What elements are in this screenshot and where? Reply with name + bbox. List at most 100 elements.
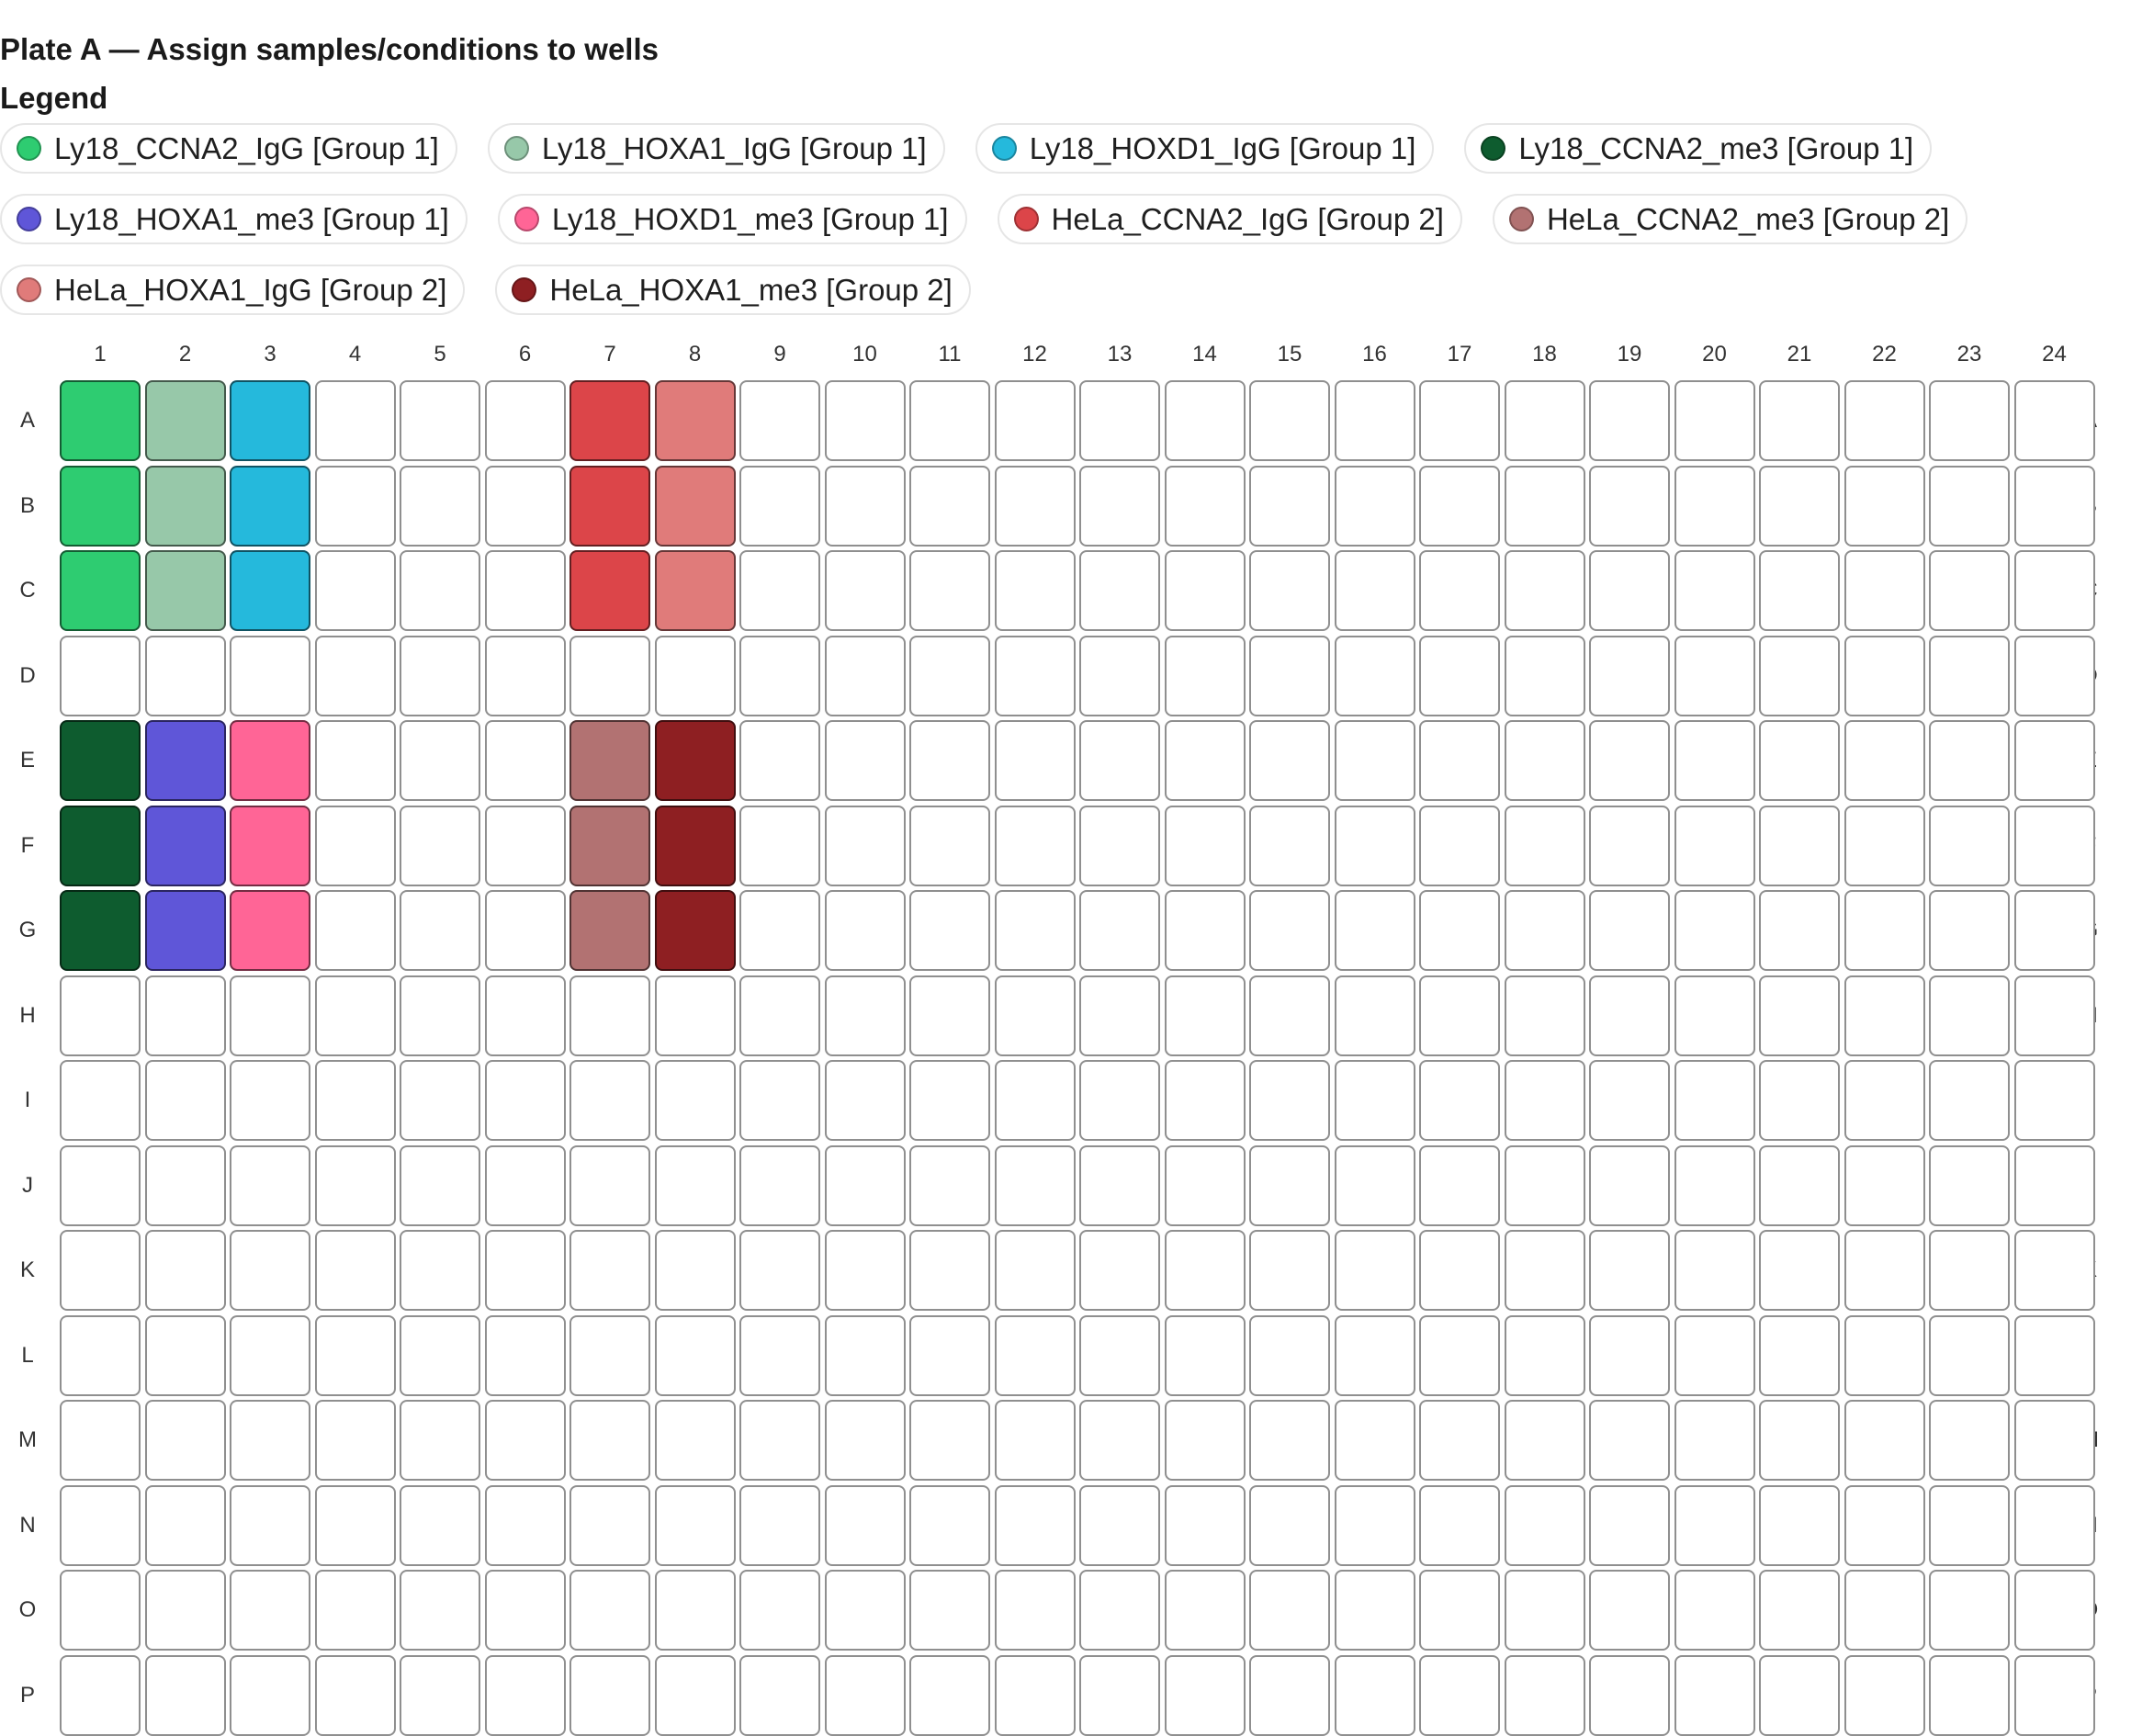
well-P20[interactable] (1674, 1654, 1755, 1736)
well-L7[interactable] (569, 1314, 650, 1396)
well-F14[interactable] (1164, 805, 1246, 886)
well-A5[interactable] (400, 380, 480, 461)
well-K13[interactable] (1079, 1230, 1160, 1311)
well-M21[interactable] (1759, 1400, 1840, 1481)
well-N16[interactable] (1334, 1484, 1415, 1566)
well-A21[interactable] (1759, 380, 1840, 461)
well-M13[interactable] (1079, 1400, 1160, 1481)
well-F2[interactable] (144, 805, 226, 886)
well-N24[interactable] (2013, 1484, 2095, 1566)
well-D3[interactable] (230, 635, 310, 716)
well-B16[interactable] (1334, 465, 1415, 547)
well-I21[interactable] (1759, 1060, 1840, 1141)
well-H20[interactable] (1674, 975, 1755, 1056)
well-F12[interactable] (994, 805, 1076, 886)
well-I10[interactable] (824, 1060, 906, 1141)
well-H10[interactable] (824, 975, 906, 1056)
well-L20[interactable] (1674, 1314, 1755, 1396)
well-K20[interactable] (1674, 1230, 1755, 1311)
well-E8[interactable] (654, 720, 736, 801)
well-B12[interactable] (994, 465, 1076, 547)
well-I12[interactable] (994, 1060, 1076, 1141)
well-N6[interactable] (484, 1484, 566, 1566)
well-H22[interactable] (1843, 975, 1925, 1056)
well-D9[interactable] (739, 635, 820, 716)
well-G10[interactable] (824, 890, 906, 971)
well-P17[interactable] (1419, 1654, 1500, 1736)
well-J7[interactable] (569, 1144, 650, 1226)
well-K14[interactable] (1164, 1230, 1246, 1311)
well-L16[interactable] (1334, 1314, 1415, 1396)
well-D1[interactable] (60, 635, 141, 716)
well-J20[interactable] (1674, 1144, 1755, 1226)
well-L10[interactable] (824, 1314, 906, 1396)
well-D12[interactable] (994, 635, 1076, 716)
well-B6[interactable] (484, 465, 566, 547)
well-F8[interactable] (654, 805, 736, 886)
well-L15[interactable] (1249, 1314, 1330, 1396)
well-G5[interactable] (400, 890, 480, 971)
well-J23[interactable] (1929, 1144, 2010, 1226)
well-E12[interactable] (994, 720, 1076, 801)
well-P11[interactable] (909, 1654, 990, 1736)
well-D19[interactable] (1589, 635, 1670, 716)
well-N8[interactable] (654, 1484, 736, 1566)
well-N20[interactable] (1674, 1484, 1755, 1566)
well-P3[interactable] (230, 1654, 310, 1736)
well-E4[interactable] (314, 720, 396, 801)
well-B2[interactable] (144, 465, 226, 547)
well-L9[interactable] (739, 1314, 820, 1396)
well-M17[interactable] (1419, 1400, 1500, 1481)
legend-item-hela-hoxa1-igg[interactable]: HeLa_HOXA1_IgG [Group 2] (0, 265, 466, 315)
well-M18[interactable] (1504, 1400, 1585, 1481)
well-E20[interactable] (1674, 720, 1755, 801)
well-C18[interactable] (1504, 550, 1585, 631)
well-L3[interactable] (230, 1314, 310, 1396)
well-D14[interactable] (1164, 635, 1246, 716)
well-B9[interactable] (739, 465, 820, 547)
well-G21[interactable] (1759, 890, 1840, 971)
well-D23[interactable] (1929, 635, 2010, 716)
well-D4[interactable] (314, 635, 396, 716)
well-N13[interactable] (1079, 1484, 1160, 1566)
well-A22[interactable] (1843, 380, 1925, 461)
well-B24[interactable] (2013, 465, 2095, 547)
well-I6[interactable] (484, 1060, 566, 1141)
well-D16[interactable] (1334, 635, 1415, 716)
well-N11[interactable] (909, 1484, 990, 1566)
well-A14[interactable] (1164, 380, 1246, 461)
well-N9[interactable] (739, 1484, 820, 1566)
well-N5[interactable] (400, 1484, 480, 1566)
well-J10[interactable] (824, 1144, 906, 1226)
well-C8[interactable] (654, 550, 736, 631)
well-A12[interactable] (994, 380, 1076, 461)
well-E18[interactable] (1504, 720, 1585, 801)
well-M15[interactable] (1249, 1400, 1330, 1481)
well-G14[interactable] (1164, 890, 1246, 971)
well-O14[interactable] (1164, 1570, 1246, 1651)
well-B23[interactable] (1929, 465, 2010, 547)
well-N23[interactable] (1929, 1484, 2010, 1566)
well-A17[interactable] (1419, 380, 1500, 461)
well-F13[interactable] (1079, 805, 1160, 886)
well-A23[interactable] (1929, 380, 2010, 461)
well-K17[interactable] (1419, 1230, 1500, 1311)
well-F1[interactable] (60, 805, 141, 886)
well-C23[interactable] (1929, 550, 2010, 631)
well-E16[interactable] (1334, 720, 1415, 801)
well-M11[interactable] (909, 1400, 990, 1481)
well-E13[interactable] (1079, 720, 1160, 801)
well-B7[interactable] (569, 465, 650, 547)
well-C2[interactable] (144, 550, 226, 631)
well-O16[interactable] (1334, 1570, 1415, 1651)
well-K23[interactable] (1929, 1230, 2010, 1311)
well-C20[interactable] (1674, 550, 1755, 631)
well-E21[interactable] (1759, 720, 1840, 801)
well-K6[interactable] (484, 1230, 566, 1311)
well-B13[interactable] (1079, 465, 1160, 547)
well-L1[interactable] (60, 1314, 141, 1396)
well-M23[interactable] (1929, 1400, 2010, 1481)
well-L13[interactable] (1079, 1314, 1160, 1396)
well-K24[interactable] (2013, 1230, 2095, 1311)
well-E22[interactable] (1843, 720, 1925, 801)
